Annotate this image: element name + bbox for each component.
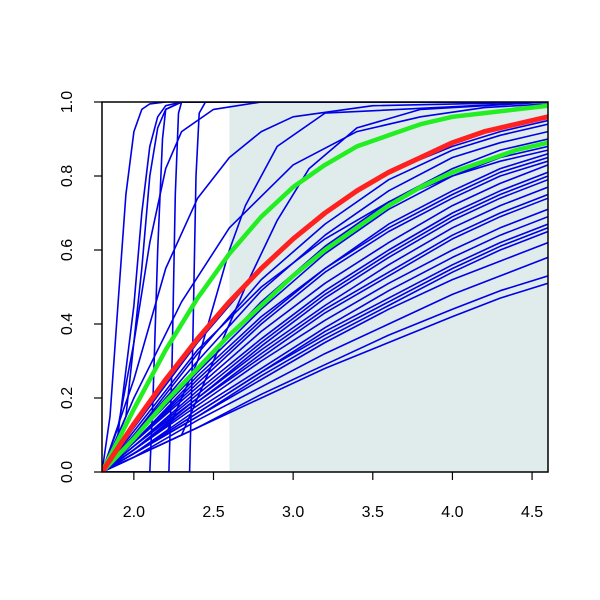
sample-curve-33 xyxy=(102,215,548,472)
y-tick-label: 0.6 xyxy=(59,239,76,261)
y-tick-label: 0.2 xyxy=(59,387,76,409)
band-lower-curve xyxy=(102,140,548,472)
sample-curve-6 xyxy=(102,102,548,472)
axes-layer: 2.0 2.5 3.0 3.5 4.0 4.5 0.0 0.2 0.4 0.6 0.8 1.0 xyxy=(59,91,549,521)
sample-curve-19 xyxy=(102,175,548,472)
sample-curve-28 xyxy=(102,123,548,472)
x-tick-label: 2.0 xyxy=(123,504,145,521)
mean-curve xyxy=(102,114,548,472)
x-tick-label: 3.5 xyxy=(362,504,384,521)
x-tick-label: 4.5 xyxy=(521,504,543,521)
sample-curve-4 xyxy=(102,102,548,472)
x-tick-label: 4.0 xyxy=(441,504,463,521)
series-layer xyxy=(102,102,548,472)
sample-curve-11 xyxy=(102,102,548,472)
sample-curve-9 xyxy=(102,102,548,472)
sample-curve-20 xyxy=(102,186,548,472)
sample-curve-13 xyxy=(102,102,548,472)
band-upper-curve xyxy=(102,103,548,472)
plot-frame xyxy=(101,101,549,473)
y-tick-label: 0.0 xyxy=(59,461,76,483)
sample-curve-15 xyxy=(102,130,548,472)
sample-curve-27 xyxy=(102,282,548,472)
sample-curve-36 xyxy=(102,156,548,472)
y-tick-label: 1.0 xyxy=(59,91,76,113)
sample-curve-30 xyxy=(102,160,548,472)
sample-curve-10 xyxy=(102,102,548,472)
sample-curve-3 xyxy=(102,102,548,472)
sample-curve-34 xyxy=(102,230,548,472)
sample-curve-25 xyxy=(102,256,548,472)
y-tick-label: 0.8 xyxy=(59,165,76,187)
sample-curve-18 xyxy=(102,164,548,472)
sample-curve-22 xyxy=(102,208,548,472)
x-tick-label: 2.5 xyxy=(202,504,224,521)
y-tick-label: 0.4 xyxy=(59,313,76,335)
sample-curve-37 xyxy=(102,178,548,472)
sample-curve-8 xyxy=(102,103,548,472)
sample-curve-31 xyxy=(102,171,548,472)
sample-curve-32 xyxy=(102,193,548,472)
sample-curve-35 xyxy=(102,149,548,472)
sample-curve-7 xyxy=(102,102,548,472)
x-tick-label: 3.0 xyxy=(282,504,304,521)
sample-curve-12 xyxy=(102,102,548,472)
sample-curve-38 xyxy=(102,227,548,472)
